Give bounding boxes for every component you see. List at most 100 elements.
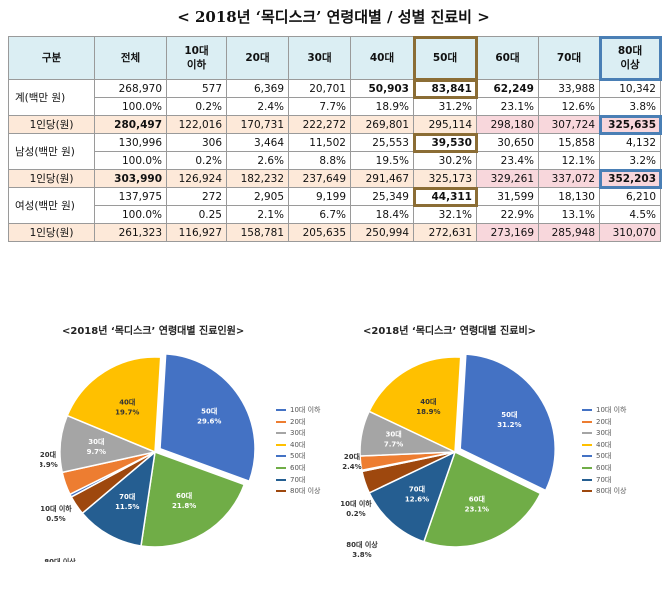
table-cell: 116,927	[166, 223, 227, 242]
table-cell: 285,948	[538, 223, 600, 242]
table-cell: 3.2%	[599, 151, 661, 170]
header-cell: 50대	[412, 35, 478, 81]
table-cell: 18,130	[538, 187, 600, 206]
table-cell: 2.1%	[226, 205, 289, 224]
slice-value-label: 11.5%	[115, 503, 139, 511]
table-cell: 18.9%	[350, 97, 414, 116]
slice-value-label: 2.4%	[342, 463, 361, 471]
pie-slice	[368, 450, 457, 543]
legend-item: 50대	[276, 451, 320, 463]
pie-slice	[66, 356, 162, 454]
table-cell: 20,701	[288, 79, 351, 98]
table-cell: 307,724	[538, 115, 600, 134]
table-cell: 337,072	[538, 169, 600, 188]
table-cell: 31,599	[476, 187, 539, 206]
row-label: 남성(백만 원)	[8, 133, 95, 170]
legend-swatch	[276, 466, 286, 469]
slice-value-label: 19.7%	[115, 409, 139, 417]
table-cell: 273,169	[476, 223, 539, 242]
legend-label: 30대	[290, 429, 306, 438]
legend-swatch	[276, 455, 286, 458]
table-cell: 329,261	[476, 169, 539, 188]
legend-swatch	[582, 420, 592, 423]
slice-value-label: 3.8%	[352, 551, 371, 559]
table-cell: 158,781	[226, 223, 289, 242]
table-cell: 31.2%	[413, 97, 477, 116]
header-cell: 80대 이상	[598, 35, 662, 81]
header-cell: 40대	[350, 36, 414, 80]
table-cell: 170,731	[226, 115, 289, 134]
header-cell: 20대	[226, 36, 289, 80]
pie-slice	[422, 450, 542, 548]
pie1-legend: 10대 이하 20대 30대 40대 50대 60대 70대 80대 이상	[276, 405, 320, 498]
table-row: 100.0% 0.25 2.1% 6.7% 18.4% 32.1% 22.9% 13.1% 4.…	[9, 205, 661, 224]
table-cell: 25,553	[350, 133, 414, 152]
slice-value-label: 29.6%	[197, 417, 221, 425]
slice-category-label: 20대	[40, 450, 56, 459]
slice-value-label: 21.8%	[172, 502, 196, 510]
legend-label: 50대	[290, 452, 306, 461]
row-label: 1인당(원)	[8, 115, 95, 134]
slice-value-label: 3.9%	[40, 461, 58, 469]
slice-value-label: 0.5%	[46, 515, 65, 523]
table-row: 100.0% 0.2% 2.4% 7.7% 18.9% 31.2% 23.1% 12.6% 3.…	[9, 97, 661, 116]
table-cell: 22.9%	[476, 205, 539, 224]
table-row: 1인당(원) 303,990 126,924 182,232 237,649 291,46…	[8, 168, 662, 189]
table-cell: 295,114	[413, 115, 477, 134]
legend-swatch	[276, 443, 286, 446]
row-label: 1인당(원)	[8, 223, 95, 242]
table-cell: 222,272	[288, 115, 351, 134]
pie-slice	[459, 353, 556, 492]
table-cell: 291,467	[350, 169, 414, 188]
slice-category-label: 50대	[201, 406, 217, 415]
legend-swatch	[582, 455, 592, 458]
table-cell: 62,249	[476, 79, 539, 98]
legend-swatch	[582, 490, 592, 493]
legend-item: 40대	[276, 440, 320, 452]
table-cell: 18.4%	[350, 205, 414, 224]
header-cell: 구분	[8, 36, 95, 80]
legend-swatch	[276, 432, 286, 435]
table-cell: 8.8%	[288, 151, 351, 170]
legend-label: 40대	[290, 440, 306, 449]
slice-value-label: 18.9%	[416, 408, 440, 416]
slice-category-label: 10대 이하	[340, 499, 372, 508]
table-cell: 2.6%	[226, 151, 289, 170]
header-cell: 전체	[94, 36, 167, 80]
table-cell: 23.1%	[476, 97, 539, 116]
slice-category-label: 80대 이상	[44, 557, 76, 562]
legend-label: 70대	[290, 475, 306, 484]
slice-value-label: 0.2%	[346, 510, 365, 518]
table-cell: 261,323	[94, 223, 167, 242]
legend-swatch	[276, 478, 286, 481]
table-cell: 12.6%	[538, 97, 600, 116]
header-cell: 70대	[538, 36, 600, 80]
slice-category-label: 60대	[176, 491, 192, 500]
slice-category-label: 70대	[119, 492, 135, 501]
slice-category-label: 40대	[420, 397, 436, 406]
table-cell: 30.2%	[413, 151, 477, 170]
table-cell: 19.5%	[350, 151, 414, 170]
table-cell: 33,988	[538, 79, 600, 98]
table-cell: 25,349	[350, 187, 414, 206]
table-cell: 325,635	[598, 114, 662, 135]
table-cell: 3.8%	[599, 97, 661, 116]
legend-label: 80대 이상	[290, 487, 321, 496]
legend-item: 40대	[582, 440, 626, 452]
legend-item: 60대	[582, 463, 626, 475]
pie-slice	[81, 450, 157, 547]
legend-label: 60대	[596, 463, 612, 472]
table-cell: 298,180	[476, 115, 539, 134]
legend-label: 80대 이상	[596, 487, 627, 496]
table-cell: 39,530	[412, 132, 478, 153]
legend-item: 30대	[276, 428, 320, 440]
legend-item: 80대 이상	[276, 486, 320, 498]
table-cell: 205,635	[288, 223, 351, 242]
table-cell: 6.7%	[288, 205, 351, 224]
table-cell: 44,311	[412, 186, 478, 207]
header-cell: 10대 이하	[166, 36, 227, 80]
legend-label: 40대	[596, 440, 612, 449]
legend-swatch	[582, 466, 592, 469]
table-cell: 100.0%	[94, 97, 167, 116]
